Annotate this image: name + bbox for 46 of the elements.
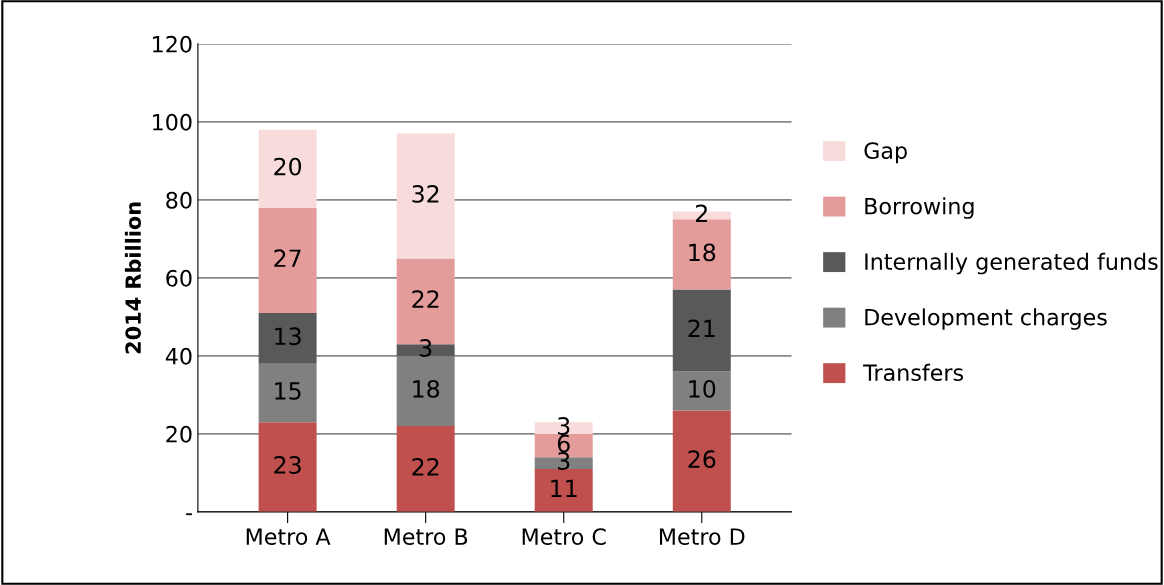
legend-label: Transfers — [863, 363, 963, 382]
y-tick-label: 20 — [166, 425, 192, 443]
data-label: 22 — [412, 290, 439, 308]
y-tick-label: - — [186, 513, 192, 516]
data-label: 18 — [413, 379, 440, 398]
y-tick-label: 100 — [153, 113, 192, 131]
legend-label: Gap — [864, 142, 907, 164]
data-label: 18 — [689, 243, 716, 262]
bar — [672, 371, 731, 411]
legend-label: Borrowing — [865, 197, 974, 219]
y-axis-title: 2014 Rbillion — [124, 202, 142, 354]
data-label: 3 — [558, 452, 570, 470]
data-label: 13 — [275, 327, 301, 346]
y-tick-label: 80 — [166, 191, 192, 209]
bar — [534, 468, 593, 512]
bar — [672, 289, 731, 372]
bar — [396, 426, 455, 512]
y-tick-label: 40 — [165, 347, 192, 365]
data-label: 22 — [412, 457, 439, 476]
bar — [672, 410, 731, 512]
x-tick-label: Metro A — [246, 528, 331, 546]
data-label: 26 — [688, 450, 716, 469]
data-label: 2 — [696, 204, 707, 222]
bar — [258, 129, 317, 208]
y-tick-label: 60 — [166, 269, 192, 287]
data-label: 11 — [551, 479, 577, 497]
bar — [258, 312, 317, 364]
data-label: 27 — [274, 249, 301, 267]
data-label: 6 — [557, 434, 570, 453]
x-tick-label: Metro D — [659, 528, 745, 546]
x-tick-label: Metro B — [384, 528, 468, 546]
data-label: 21 — [688, 319, 715, 338]
data-label: 20 — [274, 157, 302, 176]
legend-label: Internally generated funds — [865, 252, 1158, 275]
data-label: 15 — [275, 382, 301, 400]
bar — [396, 133, 455, 259]
x-tick-label: Metro C — [522, 528, 606, 546]
bar — [258, 207, 317, 313]
data-label: 10 — [689, 379, 716, 398]
y-tick-label: 120 — [153, 35, 192, 53]
legend-label: Development charges — [865, 308, 1107, 330]
data-label: 32 — [412, 184, 439, 203]
data-label: 23 — [274, 456, 301, 474]
bar — [258, 363, 317, 423]
data-label: 3 — [558, 417, 570, 435]
bar — [258, 422, 317, 512]
